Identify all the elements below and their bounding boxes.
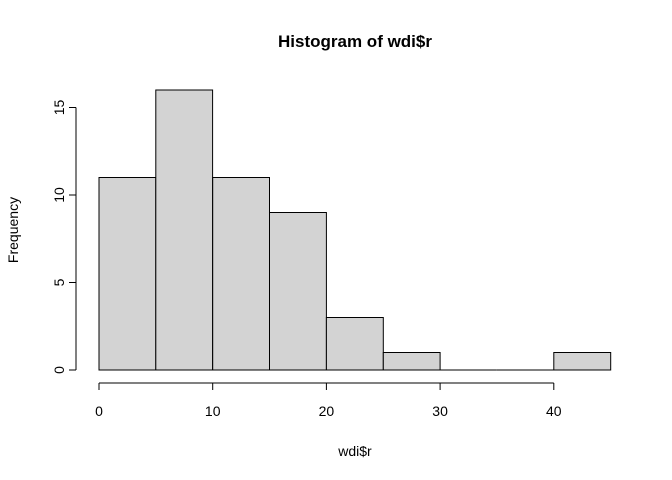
x-tick-label-2: 20: [319, 403, 335, 419]
histogram-bar-4: [325, 317, 384, 371]
y-tick-label-2: 10: [51, 187, 67, 203]
histogram-bar-1: [155, 89, 214, 371]
y-axis-label: Frequency: [5, 197, 21, 263]
histogram-bar-5: [382, 352, 441, 371]
bars-group: [98, 89, 612, 371]
y-tick-label-1: 5: [51, 278, 67, 286]
histogram-bar-8: [553, 352, 612, 371]
histogram-bar-3: [269, 212, 327, 371]
x-tick-label-3: 30: [432, 403, 448, 419]
y-tick-label-3: 15: [51, 100, 67, 116]
x-tick-label-0: 0: [95, 403, 103, 419]
chart-title: Histogram of wdi$r: [278, 32, 432, 51]
histogram-bar-0: [98, 177, 157, 371]
x-tick-label-1: 10: [205, 403, 221, 419]
histogram-bar-2: [212, 177, 270, 371]
y-axis: 0 5 10 15: [51, 100, 77, 374]
x-axis-label: wdi$r: [337, 443, 372, 459]
x-axis: 0 10 20 30 40: [95, 382, 562, 419]
y-tick-label-0: 0: [51, 366, 67, 374]
x-tick-label-4: 40: [546, 403, 562, 419]
